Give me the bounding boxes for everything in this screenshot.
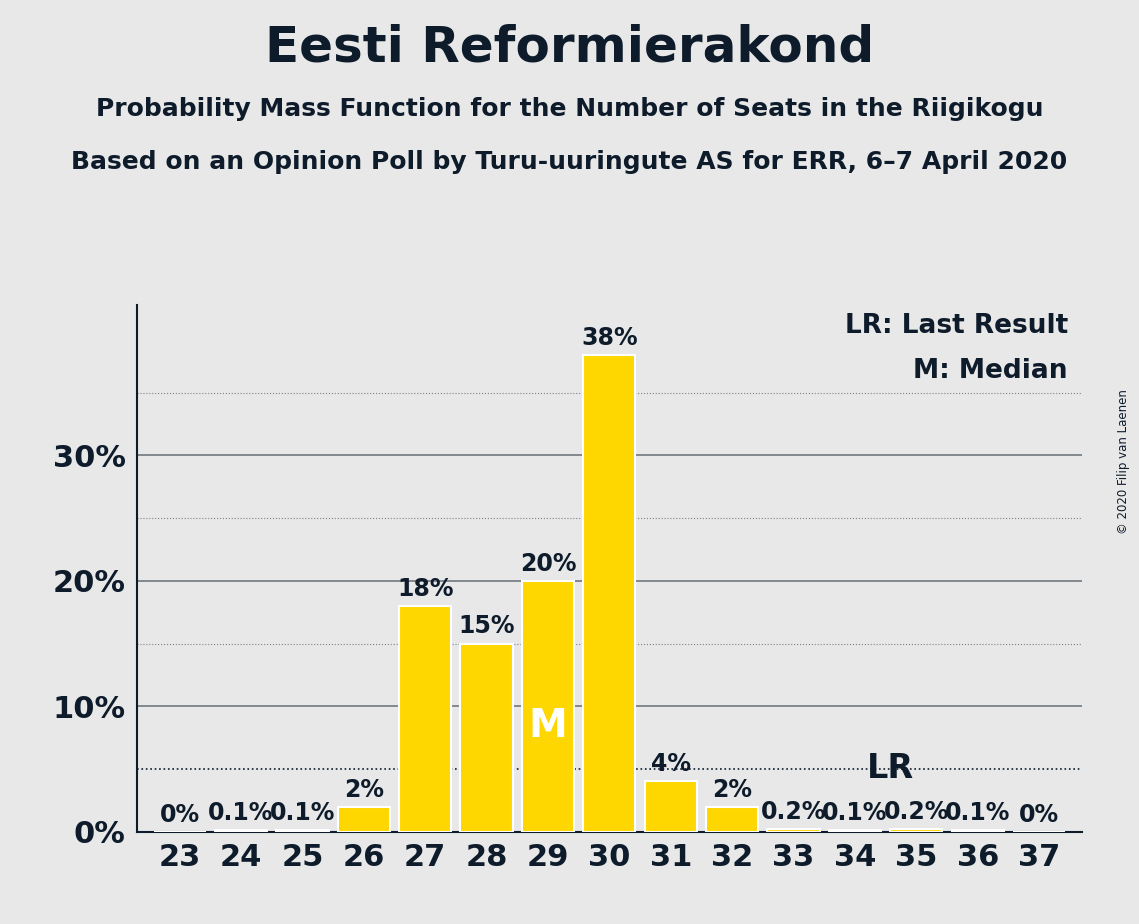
Text: M: M	[528, 707, 567, 746]
Text: 15%: 15%	[458, 614, 515, 638]
Text: 0.2%: 0.2%	[884, 800, 949, 824]
Text: 2%: 2%	[712, 777, 752, 801]
Text: 0%: 0%	[1019, 803, 1059, 827]
Text: Eesti Reformierakond: Eesti Reformierakond	[265, 23, 874, 71]
Bar	[277, 831, 328, 832]
Text: 0.1%: 0.1%	[208, 801, 273, 825]
Text: LR: Last Result: LR: Last Result	[845, 313, 1068, 339]
Text: 0.1%: 0.1%	[822, 801, 887, 825]
Bar	[829, 831, 880, 832]
Bar	[951, 831, 1003, 832]
Bar	[583, 355, 636, 832]
Bar	[522, 581, 574, 832]
Bar	[645, 782, 697, 832]
Text: © 2020 Filip van Laenen: © 2020 Filip van Laenen	[1117, 390, 1130, 534]
Text: Probability Mass Function for the Number of Seats in the Riigikogu: Probability Mass Function for the Number…	[96, 97, 1043, 121]
Bar	[460, 643, 513, 832]
Text: 20%: 20%	[519, 552, 576, 576]
Bar	[891, 829, 942, 832]
Text: 18%: 18%	[398, 577, 453, 601]
Bar	[399, 606, 451, 832]
Text: 0.1%: 0.1%	[270, 801, 335, 825]
Bar	[338, 807, 390, 832]
Text: 38%: 38%	[581, 326, 638, 350]
Bar	[215, 831, 268, 832]
Text: M: Median: M: Median	[913, 358, 1068, 383]
Bar	[706, 807, 759, 832]
Text: LR: LR	[867, 752, 915, 785]
Text: 2%: 2%	[344, 777, 384, 801]
Bar	[768, 829, 820, 832]
Text: Based on an Opinion Poll by Turu-uuringute AS for ERR, 6–7 April 2020: Based on an Opinion Poll by Turu-uuringu…	[72, 150, 1067, 174]
Text: 4%: 4%	[650, 752, 690, 776]
Text: 0.1%: 0.1%	[945, 801, 1010, 825]
Text: 0%: 0%	[159, 803, 199, 827]
Text: 0.2%: 0.2%	[761, 800, 826, 824]
